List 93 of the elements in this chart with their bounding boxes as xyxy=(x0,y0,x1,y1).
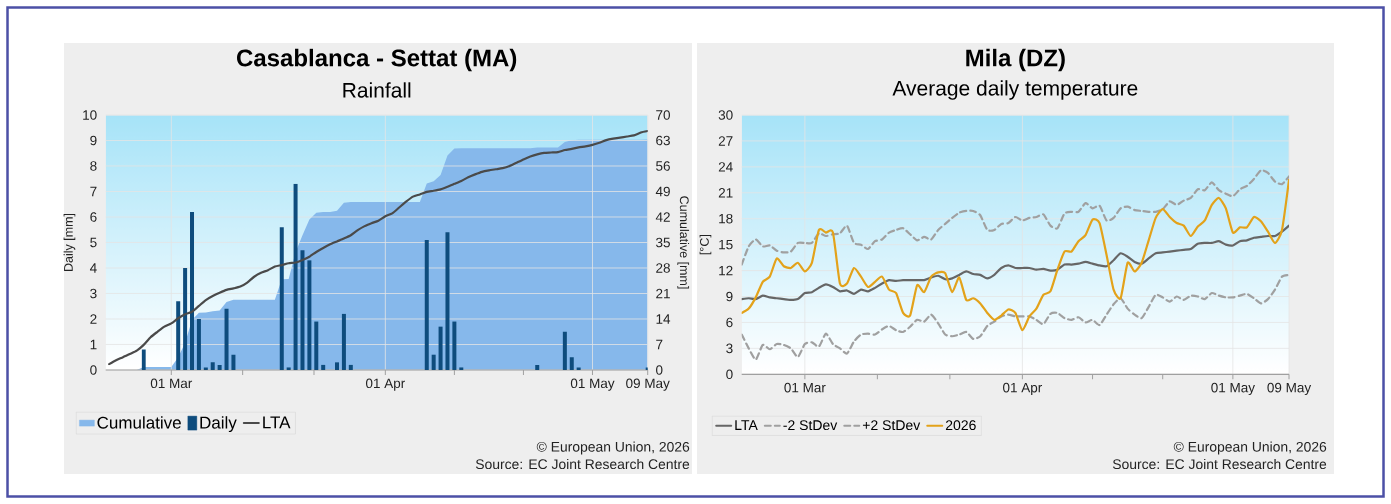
y-tick-label: 8 xyxy=(90,161,97,171)
y2-tick-label: 28 xyxy=(656,263,670,273)
y-tick-label: 3 xyxy=(726,343,733,354)
y2-tick-label: 63 xyxy=(656,135,670,146)
x-tick-label: 09 May xyxy=(1267,382,1312,396)
x-tick-label: 01 Apr xyxy=(365,378,405,391)
bar xyxy=(210,362,215,370)
y-tick-label: 0 xyxy=(90,365,97,375)
chart-title: Casablanca - Settat (MA) xyxy=(237,48,517,72)
legend-label: 2026 xyxy=(945,420,976,431)
y-tick-label: 5 xyxy=(90,237,97,248)
bar xyxy=(562,331,567,370)
text: © European Union, 2026 xyxy=(1173,441,1327,455)
bar xyxy=(431,354,436,370)
y2-axis-title: Cumulative [mm] xyxy=(677,196,690,289)
y2-tick-label: 35 xyxy=(656,237,670,248)
y-tick-label: 24 xyxy=(718,162,733,172)
bar xyxy=(279,227,284,370)
y-tick-label: 9 xyxy=(726,291,733,302)
bar xyxy=(445,232,450,370)
bar xyxy=(438,326,443,370)
bar xyxy=(286,367,291,370)
line-series xyxy=(741,178,1290,332)
bar xyxy=(300,250,305,370)
y-tick-label: 15 xyxy=(719,239,733,250)
legend-label: LTA xyxy=(263,416,291,429)
y-tick-label: 27 xyxy=(718,136,733,146)
bar xyxy=(307,260,312,370)
y2-tick-label: 49 xyxy=(655,186,670,197)
y-tick-label: 0 xyxy=(726,369,733,380)
y-tick-label: 6 xyxy=(90,212,97,222)
y-tick-label: 4 xyxy=(89,263,97,273)
legend-label: -2 StDev xyxy=(783,420,838,431)
y2-tick-label: 21 xyxy=(656,288,670,299)
chart-title: Mila (DZ) xyxy=(966,48,1065,72)
y-tick-label: 30 xyxy=(718,110,733,120)
legend-label: +2 StDev xyxy=(862,420,921,431)
y-tick-label: 21 xyxy=(718,188,733,198)
bar xyxy=(314,321,319,370)
bar xyxy=(190,211,195,370)
bar xyxy=(459,367,464,370)
source-note: Source: EC Joint Research Centre xyxy=(1112,458,1327,470)
x-tick-label: 09 May xyxy=(626,378,670,391)
x-tick-label: 01 May xyxy=(570,378,615,391)
bar xyxy=(176,301,181,370)
y-tick-label: 1 xyxy=(90,339,97,350)
legend-label: Cumulative xyxy=(97,416,181,429)
chart-subtitle: Rainfall xyxy=(343,82,411,98)
y2-tick-label: 7 xyxy=(656,339,663,350)
bar xyxy=(224,308,229,370)
x-tick-label: 01 Apr xyxy=(1003,382,1043,396)
bar xyxy=(535,364,540,370)
y-tick-label: 7 xyxy=(90,186,97,197)
y-axis-title: Daily [mm] xyxy=(63,213,76,271)
bar xyxy=(335,362,339,370)
text: © European Union, 2026 xyxy=(536,441,690,455)
bar xyxy=(341,313,346,370)
y2-tick-label: 0 xyxy=(656,365,663,375)
y-axis-title: [°C] xyxy=(699,235,712,255)
bar xyxy=(217,364,222,370)
y2-tick-label: 42 xyxy=(655,212,670,222)
bar xyxy=(196,319,201,370)
y2-tick-label: 70 xyxy=(656,110,670,120)
y-tick-label: 18 xyxy=(719,213,733,224)
y-tick-label: 10 xyxy=(83,110,97,120)
y-tick-label: 12 xyxy=(719,265,733,276)
line-series xyxy=(741,273,1290,361)
bar xyxy=(141,349,146,370)
bar xyxy=(424,239,429,370)
chart-subtitle: Average daily temperature xyxy=(892,80,1138,100)
y2-tick-label: 14 xyxy=(656,314,671,324)
bar xyxy=(569,357,574,370)
y-tick-label: 3 xyxy=(90,288,97,299)
bar xyxy=(231,354,236,370)
y-tick-label: 6 xyxy=(726,317,733,328)
x-tick-label: 01 May xyxy=(1211,382,1255,396)
bar xyxy=(348,364,353,370)
x-tick-label: 01 Mar xyxy=(784,382,826,393)
x-tick-label: 01 Mar xyxy=(150,378,193,389)
line-series xyxy=(741,169,1290,266)
bar xyxy=(321,364,326,370)
bar xyxy=(203,367,208,370)
bar xyxy=(452,321,457,370)
line-series xyxy=(741,224,1290,302)
y-tick-label: 9 xyxy=(90,135,97,146)
source-note: Source: EC Joint Research Centre xyxy=(475,458,690,470)
bar xyxy=(576,367,581,370)
y2-tick-label: 56 xyxy=(656,161,670,171)
legend-label: Daily xyxy=(200,416,237,433)
legend-label: LTA xyxy=(735,420,758,430)
bar xyxy=(293,183,298,370)
bar xyxy=(183,268,188,370)
y-tick-label: 2 xyxy=(90,314,97,324)
